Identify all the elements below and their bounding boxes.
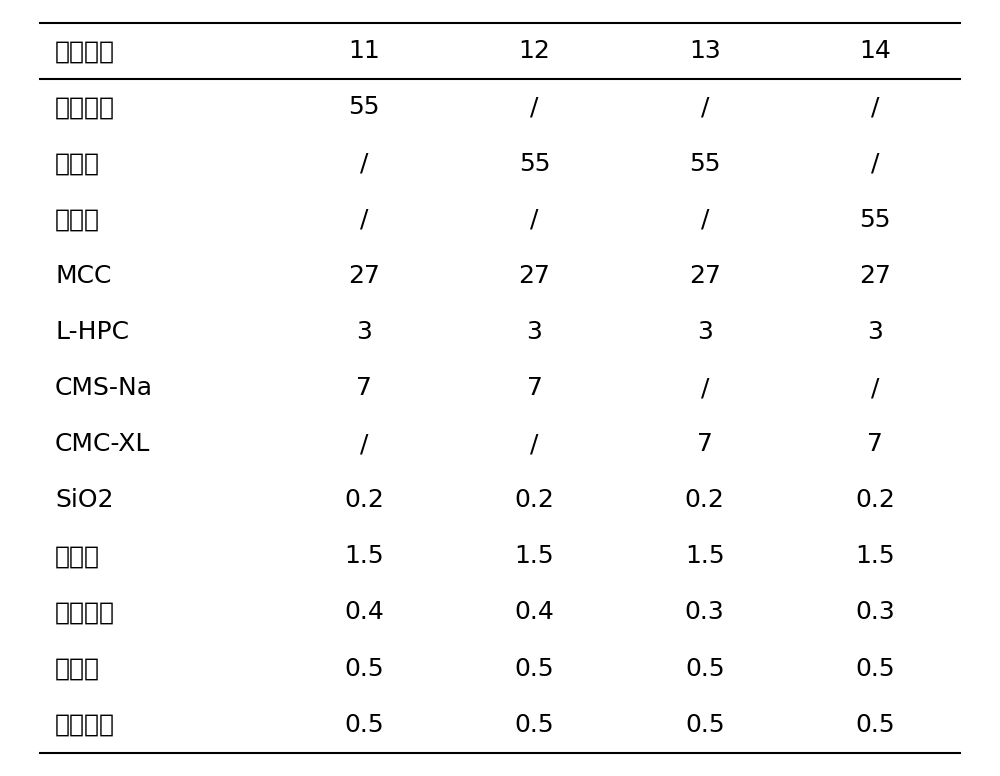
- Text: 12: 12: [519, 40, 550, 64]
- Text: 27: 27: [689, 264, 721, 288]
- Text: 0.5: 0.5: [685, 712, 725, 736]
- Text: 1.5: 1.5: [685, 544, 725, 568]
- Text: /: /: [530, 208, 539, 232]
- Text: 11: 11: [348, 40, 380, 64]
- Text: CMS-Na: CMS-Na: [55, 376, 153, 400]
- Text: CMC-XL: CMC-XL: [55, 432, 150, 456]
- Text: 3: 3: [527, 320, 542, 344]
- Text: 3: 3: [867, 320, 883, 344]
- Text: 处方编号: 处方编号: [55, 40, 115, 64]
- Text: 55: 55: [859, 208, 891, 232]
- Text: 酒石酸: 酒石酸: [55, 544, 100, 568]
- Text: 0.5: 0.5: [855, 656, 895, 681]
- Text: 27: 27: [348, 264, 380, 288]
- Text: 0.2: 0.2: [515, 488, 554, 512]
- Text: 7: 7: [527, 376, 542, 400]
- Text: /: /: [360, 151, 368, 175]
- Text: 27: 27: [859, 264, 891, 288]
- Text: /: /: [530, 95, 539, 120]
- Text: /: /: [701, 208, 709, 232]
- Text: 山梨醇: 山梨醇: [55, 208, 100, 232]
- Text: 0.5: 0.5: [515, 712, 554, 736]
- Text: 27: 27: [519, 264, 550, 288]
- Text: /: /: [871, 95, 879, 120]
- Text: /: /: [360, 208, 368, 232]
- Text: SiO2: SiO2: [55, 488, 114, 512]
- Text: 1.5: 1.5: [515, 544, 554, 568]
- Text: MCC: MCC: [55, 264, 111, 288]
- Text: 7: 7: [867, 432, 883, 456]
- Text: 1.5: 1.5: [855, 544, 895, 568]
- Text: 香精粉: 香精粉: [55, 656, 100, 681]
- Text: 硬脂酸镁: 硬脂酸镁: [55, 712, 115, 736]
- Text: 7: 7: [356, 376, 372, 400]
- Text: 0.2: 0.2: [855, 488, 895, 512]
- Text: 0.5: 0.5: [344, 712, 384, 736]
- Text: /: /: [701, 376, 709, 400]
- Text: 0.2: 0.2: [685, 488, 725, 512]
- Text: 0.5: 0.5: [515, 656, 554, 681]
- Text: 55: 55: [689, 151, 720, 175]
- Text: 55: 55: [519, 151, 550, 175]
- Text: 阿司巴坦: 阿司巴坦: [55, 601, 115, 625]
- Text: /: /: [701, 95, 709, 120]
- Text: 7: 7: [697, 432, 713, 456]
- Text: 0.4: 0.4: [515, 601, 554, 625]
- Text: 14: 14: [859, 40, 891, 64]
- Text: 1.5: 1.5: [344, 544, 384, 568]
- Text: 0.5: 0.5: [855, 712, 895, 736]
- Text: 乳糖淀粉: 乳糖淀粉: [55, 95, 115, 120]
- Text: 55: 55: [349, 95, 380, 120]
- Text: 0.5: 0.5: [685, 656, 725, 681]
- Text: 3: 3: [356, 320, 372, 344]
- Text: 0.5: 0.5: [344, 656, 384, 681]
- Text: 13: 13: [689, 40, 721, 64]
- Text: /: /: [530, 432, 539, 456]
- Text: /: /: [871, 376, 879, 400]
- Text: 3: 3: [697, 320, 713, 344]
- Text: L-HPC: L-HPC: [55, 320, 129, 344]
- Text: 0.4: 0.4: [344, 601, 384, 625]
- Text: 0.3: 0.3: [855, 601, 895, 625]
- Text: /: /: [360, 432, 368, 456]
- Text: 0.3: 0.3: [685, 601, 725, 625]
- Text: /: /: [871, 151, 879, 175]
- Text: 甘露醇: 甘露醇: [55, 151, 100, 175]
- Text: 0.2: 0.2: [344, 488, 384, 512]
